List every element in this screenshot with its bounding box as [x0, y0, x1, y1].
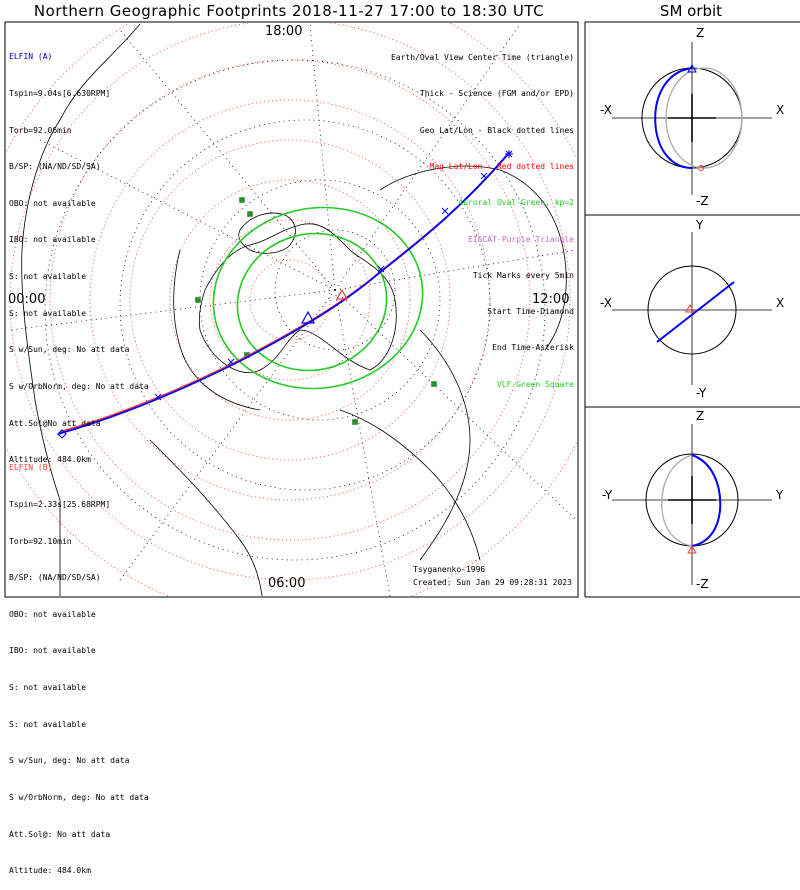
elfin-b-line: Altitude: 484.0km [9, 866, 91, 876]
orbit-panel-xz [612, 42, 772, 195]
legend-item: Auroral Oval-Green, kp=2 [458, 198, 574, 208]
elfin-a-name: ELFIN (A) [9, 52, 53, 62]
elfin-b-line: B/SP: (NA/ND/SD/SA) [9, 573, 101, 583]
footer-created: Created: Sun Jan 29 09:28:31 2023 [413, 578, 572, 587]
elfin-b-line: S: not available [9, 719, 87, 729]
legend-item: End Time-Asterisk [492, 343, 574, 353]
orbit3-top-label: Z [696, 409, 705, 423]
end-asterisk [505, 150, 513, 158]
elfin-a-line: Tspin=9.04s[6.630RPM] [9, 89, 111, 99]
elfin-a-track [57, 153, 509, 435]
elfin-a-line: Att.Sol@No att data [9, 418, 101, 428]
polar-map [6, 23, 577, 596]
map-title: Northern Geographic Footprints 2018-11-2… [33, 2, 545, 20]
elfin-a-line: S: not available [9, 272, 87, 282]
elfin-b-info: ELFIN (B) Tspin=2.33s[25.68RPM] Torb=92.… [9, 438, 149, 890]
elfin-b-line: S: not available [9, 683, 87, 693]
legend-item: Start Time-Diamond [487, 307, 574, 317]
orbit1-right-label: X [776, 103, 785, 117]
legend-item: Mag Lat/Lon - Red dotted lines [429, 162, 575, 172]
orbit2-bottom-label: -Y [696, 386, 707, 400]
orbit1-left-label: -X [600, 103, 612, 117]
elfin-a-line: S w/OrbNorm, deg: No att data [9, 381, 149, 391]
mag-lat-circles [6, 23, 577, 596]
auroral-ovals [212, 206, 424, 390]
legend-item: VLF-Green Square [496, 379, 574, 389]
clock-label-left: 00:00 [8, 292, 46, 307]
orbit3-left-label: -Y [602, 488, 613, 502]
clock-label-top: 18:00 [265, 24, 303, 39]
elfin-a-line: OBO: not available [9, 198, 96, 208]
orbit-panel-yz [612, 424, 772, 585]
elfin-a-line: S w/Sun, deg: No att data [9, 345, 130, 355]
clock-label-bottom: 06:00 [268, 576, 306, 591]
geo-grid [9, 23, 577, 596]
eiscat-triangle [335, 288, 349, 300]
legend-item: Thick - Science (FGM and/or EPD) [419, 89, 574, 99]
elfin-a-line: S: not available [9, 308, 87, 318]
map-legend: Earth/Oval View Center Time (triangle) T… [391, 28, 574, 403]
elfin-b-line: OBO: not available [9, 609, 96, 619]
plot-canvas [4, 21, 800, 598]
elfin-a-line: Torb=92.06min [9, 125, 72, 135]
elfin-b-name: ELFIN (B) [9, 463, 53, 473]
orbit3-bottom-label: -Z [696, 577, 709, 591]
orbit1-top-label: Z [696, 26, 705, 40]
orbit-title: SM orbit [659, 2, 723, 20]
orbit2-top-label: Y [696, 218, 704, 232]
orbit1-bottom-label: -Z [696, 194, 709, 208]
elfin-b-line: Att.Sol@: No att data [9, 829, 111, 839]
elfin-a-line: IBO: not available [9, 235, 96, 245]
legend-item: EISCAT-Purple Triangle [468, 234, 574, 244]
elfin-b-line: IBO: not available [9, 646, 96, 656]
legend-item: Tick Marks every 5min [472, 270, 574, 280]
start-diamond [57, 429, 67, 439]
map-frame [4, 21, 579, 598]
legend-item: Earth/Oval View Center Time (triangle) [390, 53, 574, 63]
orbit2-left-label: -X [600, 296, 612, 310]
orbit3-right-label: Y [776, 488, 784, 502]
elfin-b-line: Tspin=2.33s[25.68RPM] [9, 500, 111, 510]
track-tick-marks [154, 172, 488, 401]
legend-item: Geo Lat/Lon - Black dotted lines [419, 125, 574, 135]
elfin-b-line: Torb=92.10min [9, 536, 72, 546]
view-center-triangle [300, 310, 316, 324]
elfin-a-line: B/SP: (NA/ND/SD/SA) [9, 162, 101, 172]
footer-model: Tsyganenko-1996 [413, 565, 486, 574]
vlf-stations [194, 196, 438, 426]
clock-label-right: 12:00 [532, 292, 570, 307]
coastlines [21, 23, 567, 596]
elfin-b-line: S w/OrbNorm, deg: No att data [9, 792, 149, 802]
elfin-a-line: Altitude: 484.0km [9, 455, 91, 465]
orbit-panel-xy [612, 232, 772, 385]
elfin-a-info: ELFIN (A) Tspin=9.04s[6.630RPM] Torb=92.… [9, 27, 149, 479]
elfin-b-line: S w/Sun, deg: No att data [9, 756, 130, 766]
orbit2-right-label: X [776, 296, 785, 310]
